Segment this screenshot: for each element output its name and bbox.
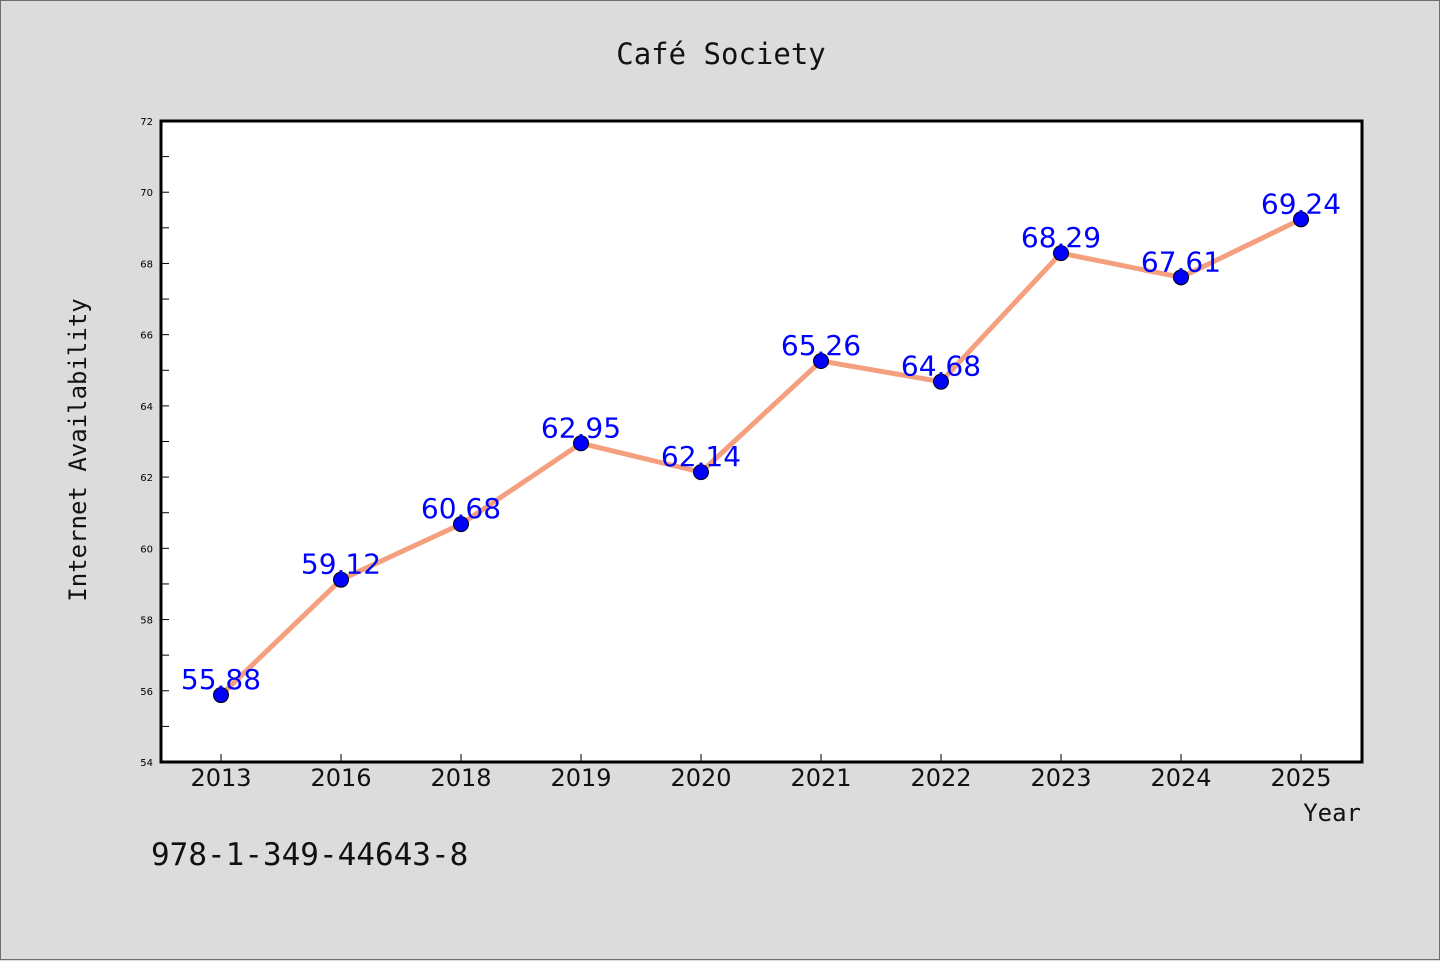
data-label: 60.68 bbox=[421, 492, 501, 525]
chart-title: Café Society bbox=[616, 37, 826, 71]
data-point bbox=[1053, 245, 1069, 262]
y-tick-label: 62 bbox=[140, 473, 153, 484]
x-axis-label: Year bbox=[1303, 799, 1361, 827]
x-tick-label: 2016 bbox=[310, 764, 371, 792]
data-point bbox=[693, 464, 709, 481]
data-point bbox=[813, 353, 829, 370]
series-line bbox=[218, 216, 1304, 698]
x-tick-label: 2022 bbox=[910, 764, 971, 792]
data-point bbox=[213, 687, 229, 704]
y-tick-label: 70 bbox=[140, 188, 153, 199]
y-tick-label: 58 bbox=[140, 616, 153, 627]
y-axis-label: Internet Availability bbox=[64, 298, 92, 601]
plot-area bbox=[159, 119, 1364, 764]
data-label: 65.26 bbox=[781, 329, 861, 362]
data-label: 59.12 bbox=[301, 548, 381, 581]
y-tick-label: 66 bbox=[140, 331, 153, 342]
data-label: 62.95 bbox=[541, 411, 621, 444]
y-tick-label: 64 bbox=[140, 402, 153, 413]
data-label: 55.88 bbox=[181, 663, 261, 696]
y-axis: 54 56 58 60 62 64 66 68 70 72 bbox=[140, 117, 169, 769]
data-label: 68.29 bbox=[1021, 221, 1101, 254]
data-point bbox=[933, 373, 949, 390]
x-tick-label: 2019 bbox=[550, 764, 611, 792]
x-tick-label: 2018 bbox=[430, 764, 491, 792]
data-point bbox=[573, 435, 589, 452]
data-point bbox=[1293, 211, 1309, 228]
y-tick-label: 56 bbox=[140, 687, 153, 698]
x-tick-label: 2024 bbox=[1150, 764, 1211, 792]
y-tick-label: 68 bbox=[140, 259, 153, 270]
data-point bbox=[333, 571, 349, 588]
data-point bbox=[1173, 269, 1189, 286]
data-label: 67.61 bbox=[1141, 245, 1221, 278]
y-tick-label: 54 bbox=[140, 758, 153, 769]
x-tick-label: 2013 bbox=[190, 764, 251, 792]
data-label: 69.24 bbox=[1261, 187, 1341, 220]
x-tick-label: 2021 bbox=[790, 764, 851, 792]
footnote-isbn: 978-1-349-44643-8 bbox=[151, 837, 468, 873]
x-tick-label: 2020 bbox=[670, 764, 731, 792]
x-tick-label: 2025 bbox=[1270, 764, 1331, 792]
y-tick-label: 60 bbox=[140, 544, 153, 555]
x-tick-label: 2023 bbox=[1030, 764, 1091, 792]
data-label: 64.68 bbox=[901, 350, 981, 383]
data-label: 62.14 bbox=[661, 440, 741, 473]
series-layer: 55.88 59.12 60.68 62.95 62.14 65.26 64.68 68.29… bbox=[181, 187, 1341, 704]
y-tick-label: 72 bbox=[140, 117, 153, 128]
data-point bbox=[453, 516, 469, 533]
x-axis: 2013 2016 2018 2019 2020 2021 2022 2023 2024 2025 bbox=[190, 754, 1332, 792]
